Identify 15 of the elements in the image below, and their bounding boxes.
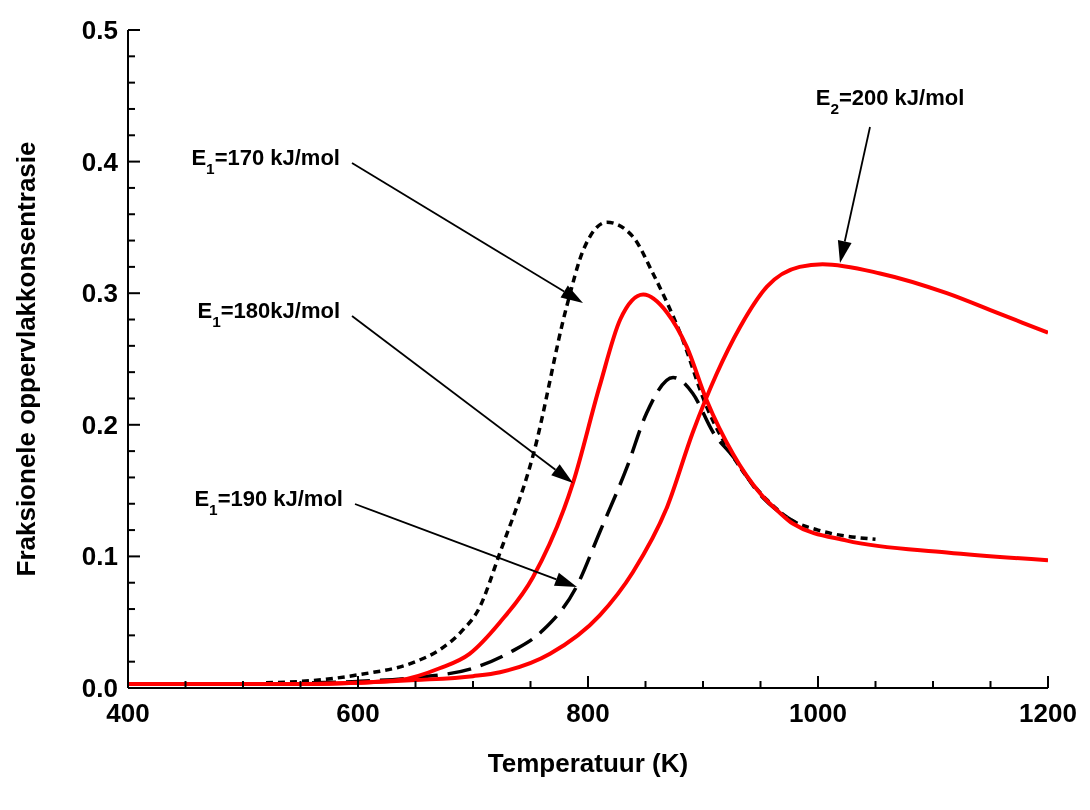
y-tick-label: 0.3 [81, 278, 118, 309]
annotation: E$_{1}$=190 kJ/mol [194, 486, 343, 518]
annotation: E$_{1}$=170 kJ/mol [191, 145, 340, 177]
y-tick-label: 0.2 [81, 409, 118, 440]
x-axis-title: Temperatuur (K) [487, 748, 689, 778]
y-tick-label: 0.5 [81, 15, 118, 45]
x-tick-label: 1200 [1019, 698, 1077, 728]
annotation: E$_{2}$=200 kJ/mol [815, 85, 965, 117]
y-axis-title: Fraksionele oppervlakkonsentrasie [11, 141, 42, 577]
x-tick-label: 600 [336, 698, 380, 728]
x-tick-label: 800 [566, 698, 610, 728]
annotation: E$_{1}$=180kJ/mol [197, 298, 340, 330]
y-tick-label: 0.4 [81, 146, 119, 177]
x-tick-label: 1000 [789, 698, 847, 728]
y-tick-label: 0.1 [81, 541, 118, 572]
